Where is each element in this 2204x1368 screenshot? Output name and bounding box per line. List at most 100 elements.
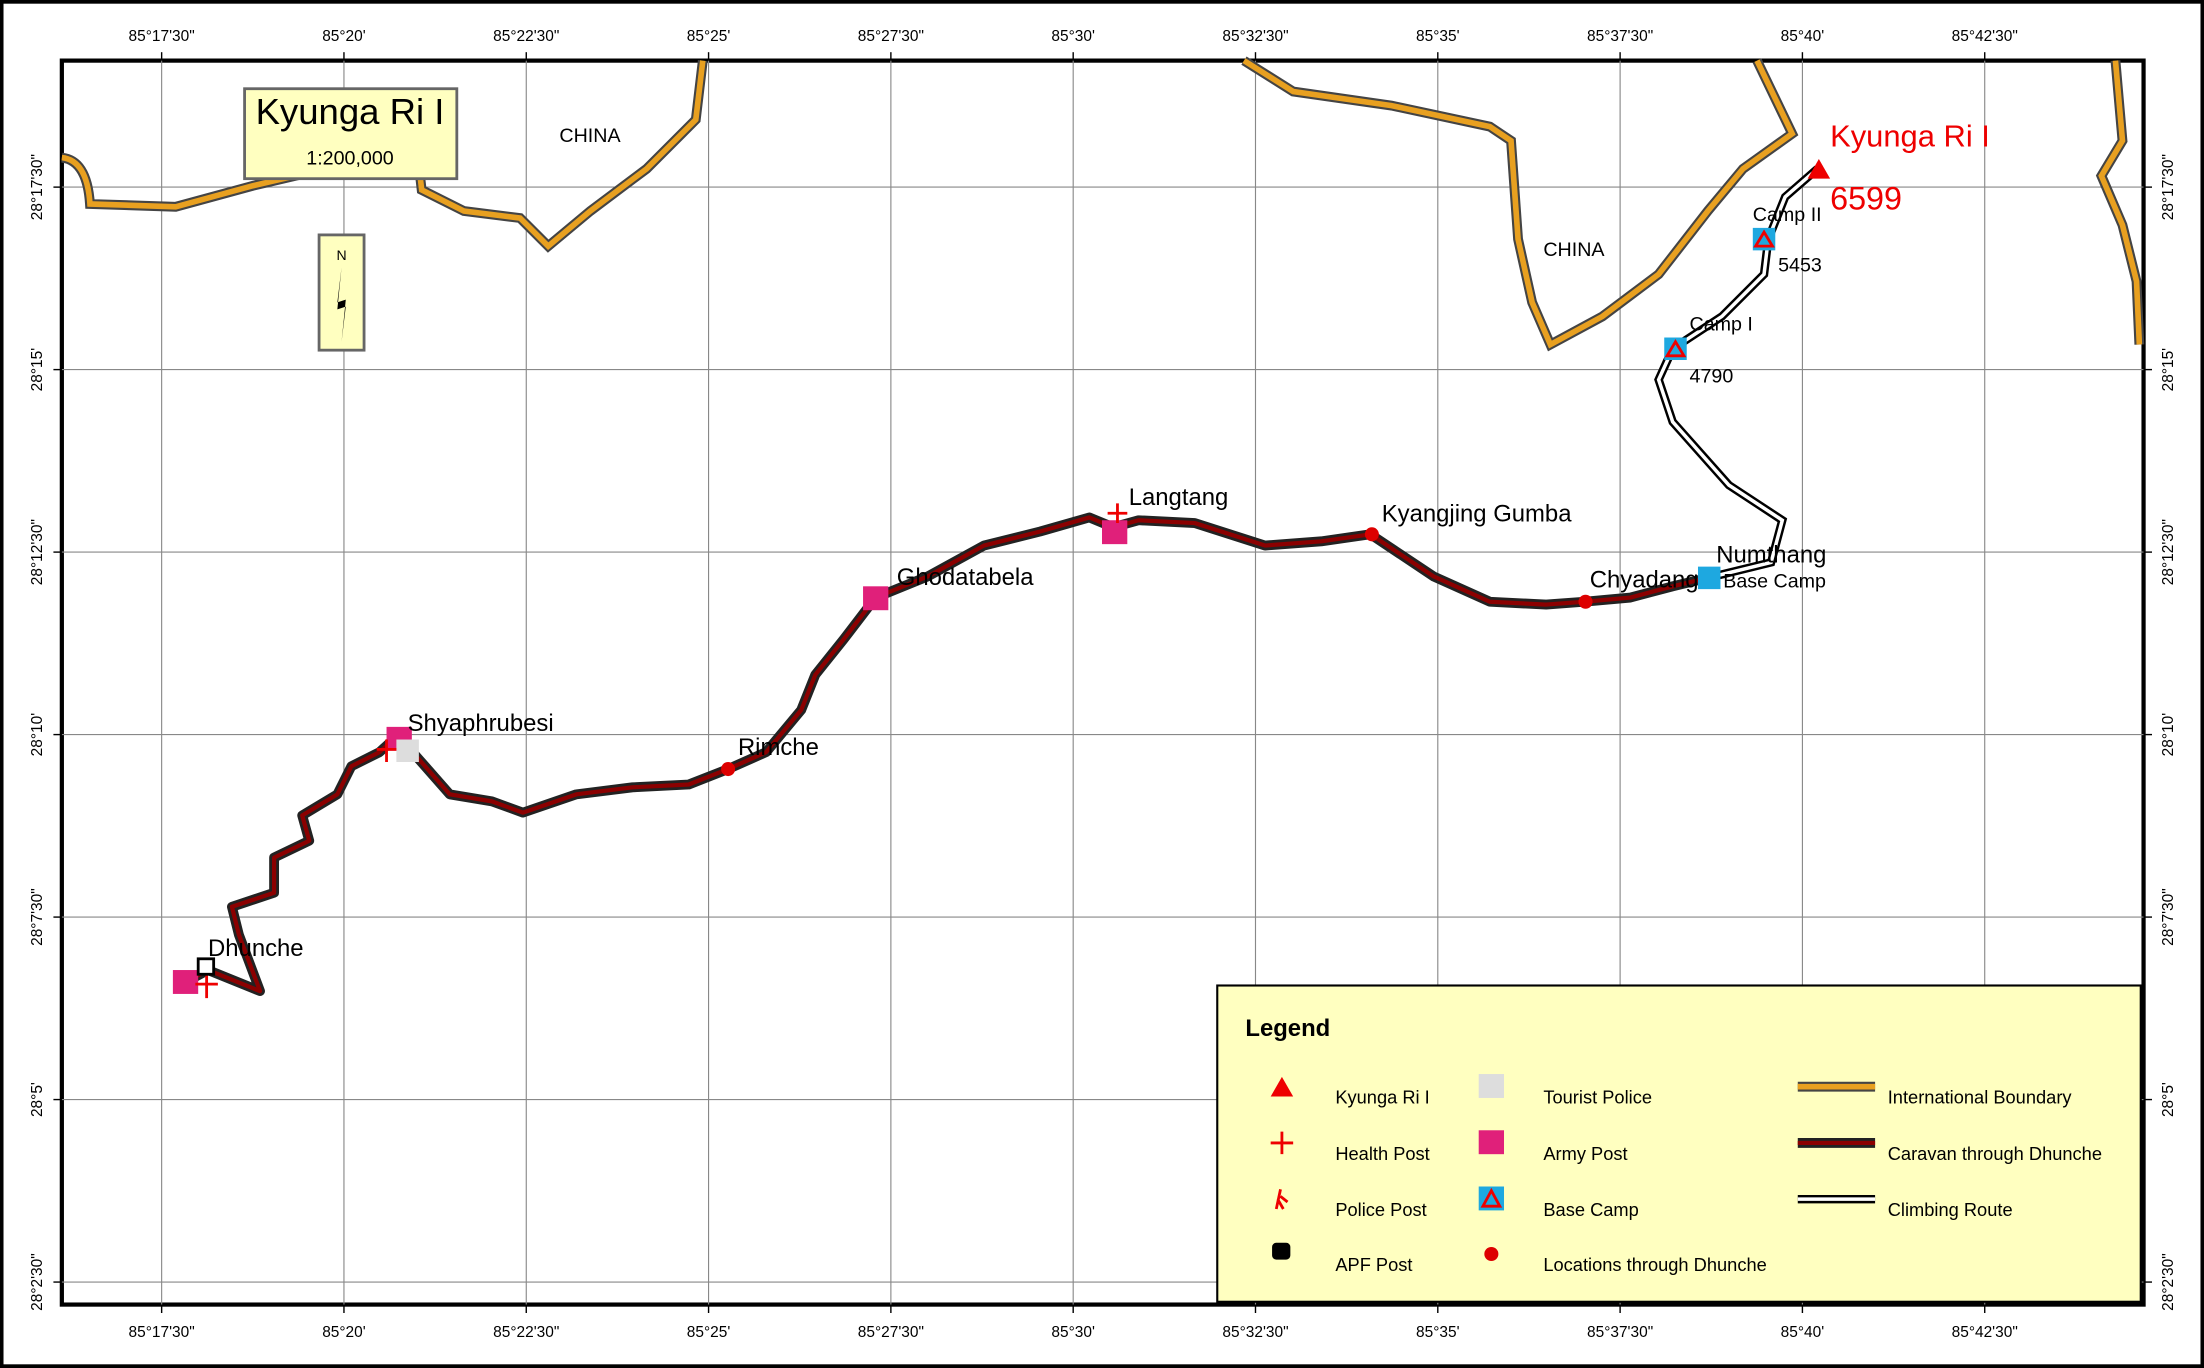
legend-box [1216, 984, 2142, 1303]
x-coordinate-label: 85°22'30" [493, 28, 559, 45]
location-dot [1578, 594, 1593, 609]
y-coordinate-label: 28°10' [2160, 713, 2177, 757]
place-label: Camp I [1690, 313, 1753, 335]
health-post-icon [195, 972, 218, 999]
peak-icon [1807, 159, 1831, 179]
x-coordinate-label: 85°17'30" [129, 1324, 195, 1341]
compass-box [317, 233, 366, 352]
legend-item: Caravan through Dhunche [1888, 1143, 2102, 1164]
place-label: Rimche [738, 734, 819, 761]
place-label: Base Camp [1723, 571, 1826, 593]
legend-icon [1480, 1187, 1503, 1208]
place-label: Ghodatabela [897, 564, 1034, 591]
x-coordinate-label: 85°17'30" [129, 28, 195, 45]
health-post-icon [1107, 503, 1128, 524]
x-coordinate-label: 85°40' [1781, 28, 1825, 45]
legend-item: Army Post [1543, 1143, 1627, 1164]
y-coordinate-label: 28°2'30" [2160, 1253, 2177, 1311]
base-camp-icon [1664, 337, 1687, 361]
y-coordinate-label: 28°15' [29, 348, 46, 392]
x-coordinate-label: 85°22'30" [493, 1324, 559, 1341]
x-coordinate-label: 85°40' [1781, 1324, 1825, 1341]
elevation-label: 6599 [1830, 181, 1902, 217]
boundaries [60, 56, 2145, 352]
boundary-line [2098, 60, 2143, 345]
army-post-icon [172, 970, 199, 994]
peak-label: Kyunga Ri I [1830, 118, 1990, 153]
region-label: CHINA [1543, 239, 1605, 261]
location-dot [1364, 527, 1379, 542]
legend-icon [1272, 1242, 1291, 1260]
elevation-label: 5453 [1778, 254, 1822, 276]
y-coordinate-label: 28°7'30" [2160, 888, 2177, 946]
x-coordinate-label: 85°25' [687, 28, 731, 45]
x-coordinate-label: 85°27'30" [858, 28, 924, 45]
y-coordinate-label: 28°12'30" [2160, 519, 2177, 585]
title-box [243, 87, 459, 181]
x-coordinate-label: 85°35' [1416, 1324, 1460, 1341]
place-label: Camp II [1753, 204, 1822, 226]
legend-icon [1270, 1131, 1294, 1155]
legend-icon [1478, 1074, 1505, 1098]
place-label: Numthang [1716, 541, 1826, 568]
legend-item: International Boundary [1888, 1087, 2073, 1108]
y-coordinate-label: 28°17'30" [2160, 154, 2177, 220]
x-coordinate-label: 85°35' [1416, 28, 1460, 45]
x-coordinate-label: 85°42'30" [1952, 28, 2018, 45]
y-coordinate-label: 28°5' [2160, 1082, 2177, 1117]
apf-post-icon [196, 957, 216, 976]
legend-item: Police Post [1335, 1199, 1426, 1220]
legend-item: Health Post [1335, 1143, 1429, 1164]
base-camp-icon [1664, 339, 1687, 358]
y-coordinate-label: 28°5' [29, 1082, 46, 1117]
y-coordinate-label: 28°10' [29, 713, 46, 757]
place-label: Shyaphrubesi [408, 710, 554, 737]
legend-item: APF Post [1335, 1254, 1412, 1275]
location-dot [721, 762, 736, 777]
y-coordinate-label: 28°12'30" [29, 519, 46, 585]
base-camp-icon [1753, 229, 1775, 248]
map-scale: 1:200,000 [306, 148, 394, 170]
legend-item: Tourist Police [1543, 1087, 1652, 1108]
x-coordinate-label: 85°25' [687, 1324, 731, 1341]
boundary-line [1242, 58, 1796, 349]
legend-item: Kyunga Ri I [1335, 1087, 1429, 1108]
y-coordinate-label: 28°7'30" [29, 888, 46, 946]
legend-item: Locations through Dhunche [1543, 1254, 1766, 1275]
x-coordinate-label: 85°32'30" [1222, 1324, 1288, 1341]
legend-title: Legend [1245, 1015, 1330, 1042]
x-coordinate-label: 85°27'30" [858, 1324, 924, 1341]
x-coordinate-label: 85°20' [322, 1324, 366, 1341]
legend-icon [1478, 1130, 1505, 1155]
x-coordinate-label: 85°30' [1051, 1324, 1095, 1341]
legend-icon [1274, 1189, 1289, 1210]
x-coordinate-label: 85°42'30" [1952, 1324, 2018, 1341]
legend-item: Climbing Route [1888, 1199, 2013, 1220]
x-coordinate-label: 85°37'30" [1587, 1324, 1653, 1341]
compass-label: N [336, 247, 346, 263]
place-label: Dhunche [208, 935, 304, 962]
army-post-icon [863, 586, 889, 611]
tourist-police-icon [396, 739, 419, 763]
legend-icon [1270, 1076, 1294, 1097]
health-post-icon [376, 739, 397, 763]
x-coordinate-label: 85°20' [322, 28, 366, 45]
legend: Legend Kyunga Ri I Health Post Police Po… [1216, 984, 2142, 1303]
base-camp-icon [1697, 566, 1721, 590]
y-coordinate-label: 28°2'30" [29, 1253, 46, 1311]
place-label: Chyadang [1590, 567, 1699, 594]
legend-item: Base Camp [1543, 1199, 1638, 1220]
x-coordinate-label: 85°30' [1051, 28, 1095, 45]
y-coordinate-label: 28°15' [2160, 348, 2177, 392]
elevation-label: 4790 [1690, 365, 1734, 387]
y-coordinate-label: 28°17'30" [29, 154, 46, 220]
place-label: Kyangjing Gumba [1382, 501, 1573, 528]
x-coordinate-label: 85°32'30" [1222, 28, 1288, 45]
legend-icon [1484, 1246, 1499, 1262]
map-title: Kyunga Ri I [256, 91, 445, 132]
x-coordinate-label: 85°37'30" [1587, 28, 1653, 45]
north-arrow [337, 267, 346, 342]
map-symbols [172, 159, 1831, 999]
